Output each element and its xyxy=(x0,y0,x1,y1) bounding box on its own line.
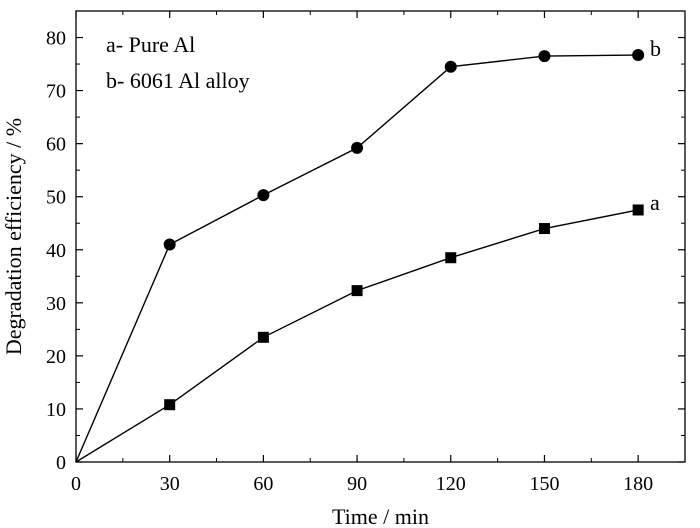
y-tick-label: 0 xyxy=(56,452,66,474)
marker-b xyxy=(538,50,551,63)
marker-a xyxy=(351,285,363,297)
marker-a xyxy=(445,252,457,264)
marker-b xyxy=(257,189,270,202)
x-tick-label: 0 xyxy=(71,473,81,495)
x-axis-title: Time / min xyxy=(332,504,429,528)
x-tick-label: 120 xyxy=(436,473,466,495)
plot-frame xyxy=(75,10,686,463)
marker-b xyxy=(163,238,176,251)
x-tick-label: 60 xyxy=(253,473,273,495)
y-tick-label: 30 xyxy=(46,293,66,315)
y-tick-label: 80 xyxy=(46,28,66,50)
marker-b xyxy=(351,141,364,154)
series-line-b xyxy=(75,54,639,463)
legend-entry-b: b- 6061 Al alloy xyxy=(106,68,250,93)
y-tick-label: 60 xyxy=(46,134,66,156)
series-lines xyxy=(75,54,639,463)
marker-a xyxy=(538,223,550,235)
marker-a xyxy=(257,331,269,343)
series-markers xyxy=(163,49,645,411)
y-tick-label: 40 xyxy=(46,240,66,262)
legend-entry-a: a- Pure Al xyxy=(106,32,195,57)
series-line-a xyxy=(75,209,639,463)
marker-a xyxy=(632,204,644,216)
marker-b xyxy=(444,60,457,73)
y-tick-label: 70 xyxy=(46,81,66,103)
marker-a xyxy=(164,399,176,411)
y-axis-title: Degradation efficiency / % xyxy=(1,118,26,355)
legend: a- Pure Al b- 6061 Al alloy xyxy=(106,32,250,93)
x-tick-label: 150 xyxy=(529,473,559,495)
marker-b xyxy=(632,49,645,62)
y-tick-label: 10 xyxy=(46,399,66,421)
series-tag-b: b xyxy=(650,36,661,61)
axis-ticks: 0 30 60 90 120 150 180 0 10 20 30 40 50 60 70 80 xyxy=(46,11,685,495)
x-tick-label: 30 xyxy=(160,473,180,495)
x-tick-label: 90 xyxy=(347,473,367,495)
x-tick-label: 180 xyxy=(623,473,653,495)
series-tag-a: a xyxy=(650,190,660,215)
y-tick-label: 50 xyxy=(46,187,66,209)
y-tick-label: 20 xyxy=(46,346,66,368)
